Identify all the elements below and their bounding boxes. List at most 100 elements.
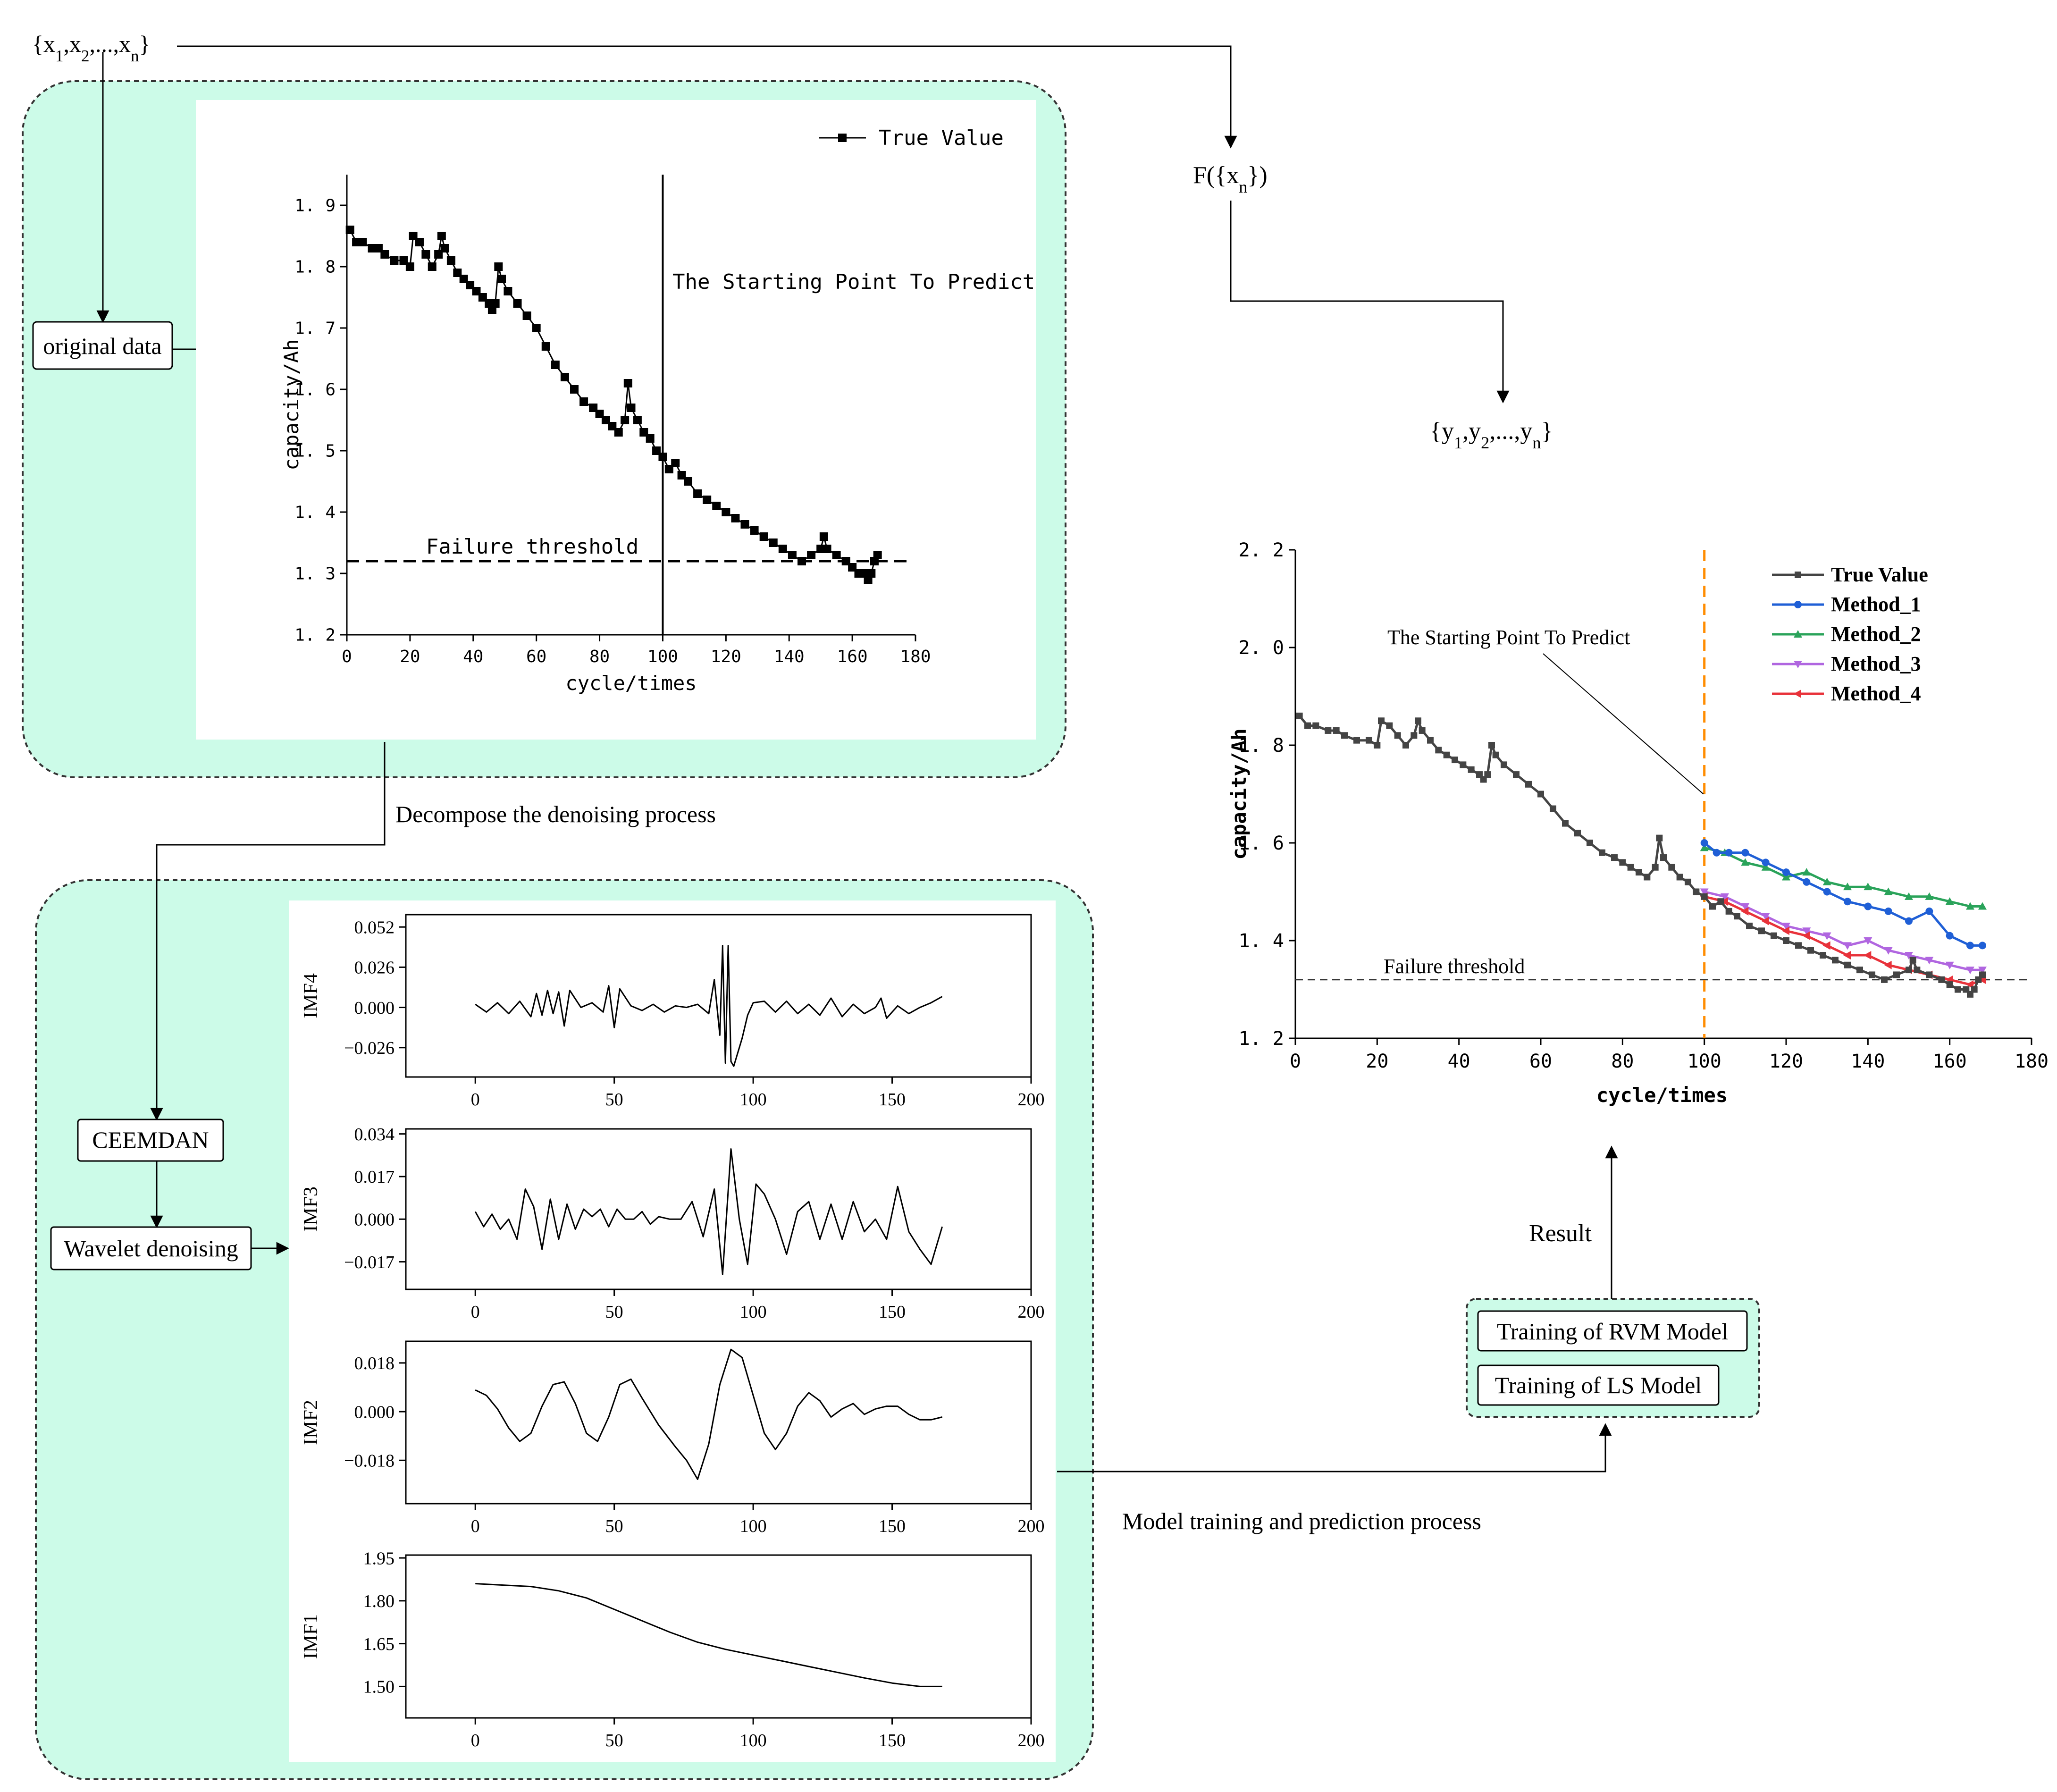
true-value-marker bbox=[1353, 737, 1360, 744]
true-value-marker bbox=[1312, 722, 1319, 729]
ceemdan-box[interactable]: CEEMDAN bbox=[77, 1119, 224, 1162]
true-value-marker bbox=[579, 397, 588, 406]
true-value-marker bbox=[778, 545, 787, 553]
x-tick-label: 150 bbox=[879, 1731, 906, 1750]
method_1-marker bbox=[1741, 849, 1749, 857]
y-tick-label: 0.000 bbox=[354, 1210, 395, 1230]
x-tick-label: 150 bbox=[879, 1302, 906, 1322]
y-tick-label: 1. 8 bbox=[1239, 735, 1284, 757]
true-value-marker bbox=[1492, 751, 1499, 758]
true-value-marker bbox=[684, 477, 692, 486]
true-value-marker bbox=[532, 324, 541, 332]
true-value-marker bbox=[1460, 761, 1467, 768]
result-label: Result bbox=[1529, 1220, 1592, 1247]
true-value-marker bbox=[1378, 717, 1385, 724]
true-value-marker bbox=[1488, 742, 1495, 749]
y-tick-label: 1. 4 bbox=[1239, 930, 1284, 952]
method_3-marker bbox=[1741, 903, 1750, 911]
true-value-marker bbox=[1513, 771, 1520, 778]
threshold-label: Failure threshold bbox=[1384, 955, 1525, 978]
true-value-marker bbox=[1869, 971, 1875, 978]
legend-marker-method_2 bbox=[1794, 630, 1802, 638]
true-value-marker bbox=[1832, 957, 1839, 964]
x-tick-label: 120 bbox=[711, 647, 741, 666]
true-value-marker bbox=[798, 557, 806, 565]
plot-frame bbox=[405, 1340, 1032, 1505]
true-value-marker bbox=[1771, 932, 1777, 939]
true-value-marker bbox=[731, 514, 740, 522]
true-value-marker bbox=[541, 342, 550, 351]
method_3-marker bbox=[1761, 913, 1770, 921]
true-value-marker bbox=[358, 238, 367, 246]
method_2-marker bbox=[1925, 892, 1934, 900]
true-value-marker bbox=[646, 434, 655, 443]
true-value-marker bbox=[1746, 922, 1753, 929]
rvm-box[interactable]: Training of RVM Model bbox=[1477, 1310, 1748, 1352]
imf2-axis-label: IMF2 bbox=[300, 1400, 322, 1445]
true-value-marker bbox=[446, 256, 455, 265]
true-value-marker bbox=[1468, 766, 1475, 773]
method_3-marker bbox=[1843, 942, 1852, 950]
x-tick-label: 100 bbox=[647, 647, 678, 666]
true-value-marker bbox=[551, 361, 560, 369]
true-value-marker bbox=[1574, 830, 1581, 837]
true-value-marker bbox=[1881, 976, 1888, 983]
y-tick-label: 0.017 bbox=[354, 1167, 395, 1187]
true-value-marker bbox=[1341, 732, 1348, 739]
method_1-marker bbox=[1966, 942, 1974, 950]
x-tick-label: 0 bbox=[471, 1302, 480, 1322]
y-tick-label: 0.000 bbox=[354, 998, 395, 1018]
method_3-marker bbox=[1822, 932, 1831, 940]
y-tick-label: 1. 6 bbox=[294, 380, 336, 400]
x-tick-label: 0 bbox=[471, 1516, 480, 1536]
wavelet-box[interactable]: Wavelet denoising bbox=[50, 1226, 252, 1270]
original-data-text: original data bbox=[43, 333, 161, 359]
true-value-marker bbox=[722, 508, 730, 516]
true-value-marker bbox=[1709, 903, 1716, 910]
method_3-marker bbox=[1966, 967, 1974, 975]
method_1-marker bbox=[1725, 849, 1733, 857]
y-tick-label: 1. 4 bbox=[294, 503, 336, 522]
true-value-marker bbox=[819, 532, 828, 541]
imf3-line bbox=[474, 1148, 943, 1275]
method_1-marker bbox=[1823, 888, 1831, 896]
legend-label-true-value: True Value bbox=[1831, 563, 1928, 586]
legend-label-method_2: Method_2 bbox=[1831, 623, 1921, 646]
ls-box[interactable]: Training of LS Model bbox=[1477, 1364, 1720, 1406]
wavelet-text: Wavelet denoising bbox=[64, 1235, 238, 1262]
true-value-marker bbox=[570, 385, 579, 394]
true-value-marker bbox=[1550, 805, 1556, 812]
y-tick-label: 1. 2 bbox=[1239, 1028, 1284, 1050]
x-tick-label: 0 bbox=[471, 1090, 480, 1110]
true-value-marker bbox=[1685, 878, 1691, 885]
method_1-marker bbox=[1762, 858, 1770, 867]
plot-frame bbox=[405, 1128, 1032, 1290]
true-value-marker bbox=[1644, 874, 1651, 881]
x-tick-label: 50 bbox=[605, 1731, 623, 1750]
true-value-marker bbox=[497, 275, 506, 283]
true-value-marker bbox=[1979, 971, 1986, 978]
true-value-marker bbox=[380, 250, 389, 259]
method_3-marker bbox=[1945, 961, 1954, 969]
true-value-marker bbox=[712, 502, 721, 510]
x-axis-label: cycle/times bbox=[565, 672, 697, 695]
true-value-marker bbox=[415, 238, 424, 246]
true-value-marker bbox=[1386, 722, 1393, 729]
x-tick-label: 200 bbox=[1018, 1516, 1045, 1536]
true-value-marker bbox=[1366, 737, 1372, 744]
y-tick-label: 1.65 bbox=[363, 1634, 395, 1654]
true-value-marker bbox=[759, 532, 768, 541]
method_1-marker bbox=[1884, 907, 1892, 915]
true-value-marker bbox=[1427, 737, 1434, 744]
true-value-marker bbox=[1758, 927, 1765, 934]
true-value-marker bbox=[1656, 834, 1663, 841]
method_2-marker bbox=[1822, 877, 1831, 885]
method_3-marker bbox=[1782, 922, 1790, 930]
y-tick-label: 1.80 bbox=[363, 1591, 395, 1611]
true-value-marker bbox=[1562, 820, 1569, 827]
true-value-marker bbox=[1587, 840, 1593, 846]
true-value-marker bbox=[1501, 761, 1507, 768]
legend-marker-method_3 bbox=[1794, 661, 1802, 668]
original-data-box[interactable]: original data bbox=[32, 321, 173, 370]
